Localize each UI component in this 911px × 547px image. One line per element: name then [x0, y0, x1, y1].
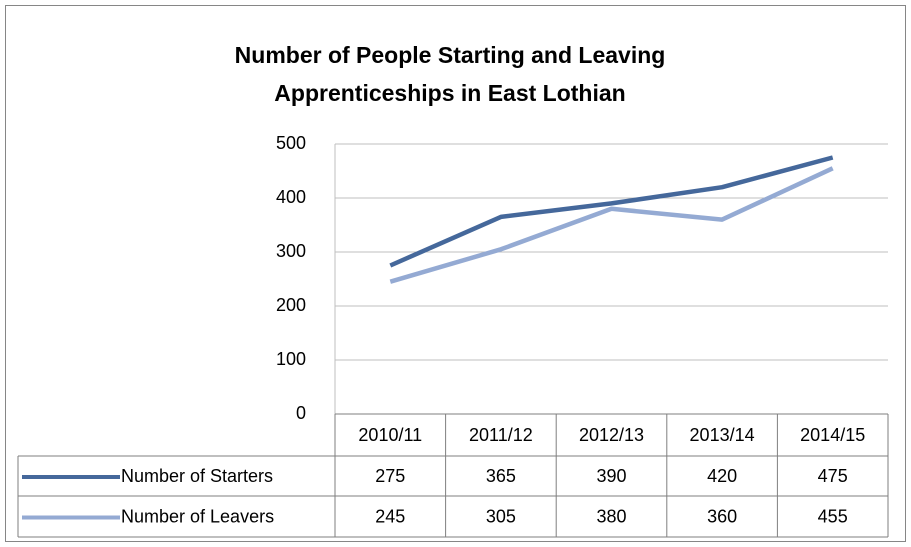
legend-label: Number of Starters — [121, 466, 273, 486]
x-tick-label: 2013/14 — [690, 425, 755, 445]
legend-label: Number of Leavers — [121, 506, 274, 526]
y-tick-label: 300 — [276, 241, 306, 261]
y-tick-label: 200 — [276, 295, 306, 315]
table-value: 305 — [486, 506, 516, 526]
series-line — [389, 155, 834, 268]
table-value: 380 — [596, 506, 626, 526]
table-value: 275 — [375, 466, 405, 486]
table-value: 365 — [486, 466, 516, 486]
series-line — [389, 166, 834, 284]
table-value: 455 — [818, 506, 848, 526]
y-tick-label: 0 — [296, 403, 306, 423]
y-tick-label: 500 — [276, 133, 306, 153]
x-tick-label: 2011/12 — [469, 425, 533, 445]
table-value: 475 — [818, 466, 848, 486]
table-value: 245 — [375, 506, 405, 526]
table-value: 360 — [707, 506, 737, 526]
x-tick-label: 2014/15 — [800, 425, 865, 445]
chart-title: Number of People Starting and Leaving — [235, 42, 666, 68]
x-tick-label: 2010/11 — [358, 425, 422, 445]
x-tick-label: 2012/13 — [579, 425, 644, 445]
chart-border — [5, 5, 906, 542]
table-value: 390 — [596, 466, 626, 486]
y-tick-label: 400 — [276, 187, 306, 207]
table-value: 420 — [707, 466, 737, 486]
y-tick-label: 100 — [276, 349, 306, 369]
chart-title: Apprenticeships in East Lothian — [274, 80, 625, 106]
